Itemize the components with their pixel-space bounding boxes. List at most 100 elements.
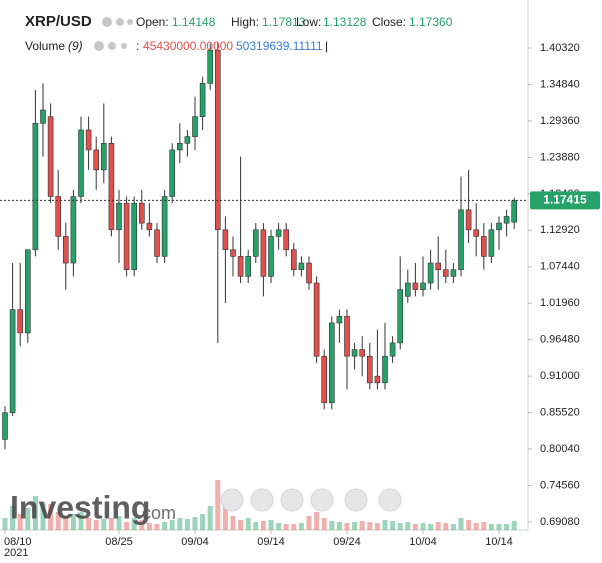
volume-bar — [70, 514, 76, 530]
candle-body — [93, 149, 99, 171]
volume-end: | — [325, 39, 328, 53]
candle-body — [404, 282, 411, 297]
volume-bar — [488, 524, 494, 530]
candle-body — [306, 262, 312, 284]
volume-bar — [268, 520, 274, 530]
x-tick-label: 09/24 — [333, 536, 361, 548]
candle-body — [412, 282, 419, 290]
y-tick-label: 1.07440 — [540, 261, 580, 273]
candle-body — [70, 196, 77, 264]
y-tick-label: 1.40320 — [540, 42, 580, 54]
candle-body — [40, 109, 46, 124]
volume-bar — [63, 516, 69, 530]
candle-body — [488, 229, 495, 257]
volume-bar — [245, 518, 251, 530]
candle-body — [313, 282, 320, 357]
volume-bar — [146, 523, 152, 530]
candle-body — [511, 200, 518, 223]
y-tick-label: 0.74560 — [540, 479, 580, 491]
x-tick-label: 09/04 — [181, 536, 209, 548]
candle-body — [108, 142, 115, 231]
low-label: Low: — [296, 15, 321, 29]
volume-bar — [215, 480, 221, 530]
volume-ma-value: 50319639.11111 — [236, 39, 323, 53]
candle-body — [450, 269, 457, 277]
volume-bar — [131, 518, 137, 530]
candle-body — [366, 355, 373, 384]
volume-bar — [192, 517, 198, 530]
candle-body — [351, 349, 358, 357]
candle-body — [32, 123, 39, 251]
candle-body — [382, 355, 388, 384]
candle-body — [237, 256, 244, 277]
volume-bar — [139, 520, 145, 530]
candle-body — [496, 222, 502, 231]
volume-bar — [162, 522, 168, 530]
candle-body — [47, 116, 54, 197]
volume-bar — [405, 522, 411, 530]
x-tick-label: 09/14 — [257, 536, 285, 548]
x-tick-label: 08/10 — [4, 536, 32, 548]
volume-bar — [435, 522, 441, 530]
volume-bar — [298, 523, 304, 530]
volume-bar — [329, 521, 335, 530]
candle-body — [397, 289, 404, 344]
y-tick-label: 0.69080 — [540, 516, 580, 528]
candle-body — [184, 136, 191, 144]
candle-body — [78, 129, 84, 197]
year-label: 2021 — [4, 547, 28, 559]
volume-bar — [200, 514, 206, 530]
volume-bar — [443, 523, 449, 530]
plot-layer — [2, 43, 518, 530]
candle-body — [146, 222, 153, 231]
candle-body — [24, 249, 31, 334]
volume-bar — [397, 523, 403, 530]
candle-body — [420, 282, 426, 290]
close-label: Close: — [372, 15, 406, 29]
volume-bar — [496, 524, 502, 530]
volume-bar — [260, 521, 266, 530]
candle-body — [473, 229, 480, 237]
volume-bar — [32, 496, 38, 530]
candle-body — [9, 309, 16, 414]
candle-body — [321, 355, 328, 404]
candle-body — [177, 142, 183, 151]
volume-bar — [230, 516, 236, 530]
candle-body — [435, 262, 442, 270]
candle-body — [480, 236, 487, 257]
candle-body — [131, 202, 137, 270]
candle-body — [199, 83, 206, 117]
candle-body — [503, 216, 510, 224]
volume-bar — [253, 522, 259, 530]
candle-body — [101, 142, 107, 171]
x-tick-label: 10/04 — [409, 536, 437, 548]
candle-body — [139, 202, 145, 224]
volume-bar — [382, 520, 388, 530]
y-tick-label: 1.29360 — [540, 115, 580, 127]
watermark: Investing — [10, 489, 150, 525]
volume-bar — [25, 508, 31, 530]
candle-body — [283, 229, 290, 251]
volume-bar — [48, 504, 54, 530]
candle-body — [169, 149, 175, 197]
volume-bar — [86, 518, 92, 530]
volume-bar — [336, 522, 342, 530]
volume-bar — [367, 522, 373, 530]
volume-bar — [17, 514, 23, 530]
candle-body — [465, 209, 472, 231]
y-tick-label: 1.23880 — [540, 151, 580, 163]
volume-bar — [116, 516, 122, 530]
candle-body — [298, 262, 305, 270]
y-tick-label: 1.01960 — [540, 297, 580, 309]
candle-body — [62, 236, 69, 264]
volume-bar — [10, 506, 16, 530]
candle-body — [442, 269, 449, 277]
volume-bar — [374, 523, 380, 530]
y-tick-label: 0.85520 — [540, 407, 580, 419]
volume-bar — [291, 524, 297, 530]
candle-body — [253, 229, 259, 257]
legend-icons — [94, 17, 133, 51]
volume-bar — [344, 523, 350, 530]
volume-bar — [412, 524, 418, 530]
